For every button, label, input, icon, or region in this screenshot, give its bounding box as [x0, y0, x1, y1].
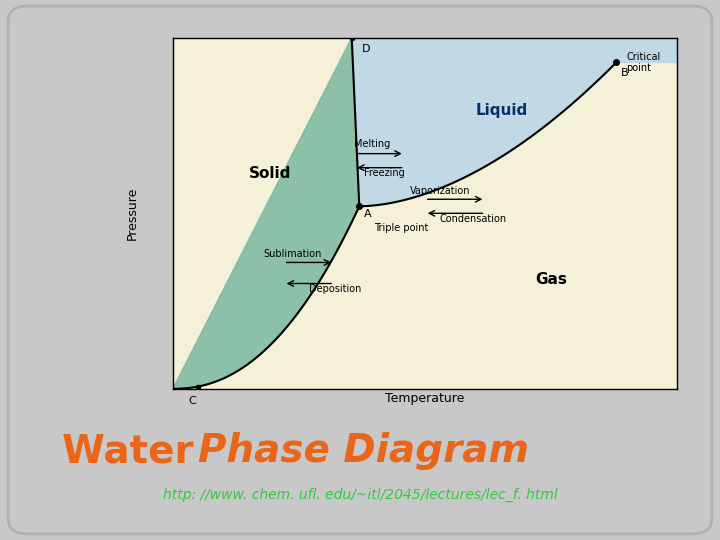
Text: Condensation: Condensation [440, 214, 507, 224]
Text: Triple point: Triple point [374, 223, 429, 233]
Text: Pressure: Pressure [126, 187, 139, 240]
Text: D: D [361, 44, 370, 54]
Text: Water: Water [62, 433, 207, 470]
Text: Sublimation: Sublimation [264, 249, 322, 259]
Text: Freezing: Freezing [364, 168, 405, 178]
Text: C: C [188, 396, 196, 406]
Text: Vaporization: Vaporization [410, 186, 470, 196]
Text: Phase Diagram: Phase Diagram [197, 433, 528, 470]
Text: http: //www. chem. ufl. edu/~itl/2045/lectures/lec_f. html: http: //www. chem. ufl. edu/~itl/2045/le… [163, 488, 557, 502]
Text: B: B [621, 69, 629, 78]
Text: Melting: Melting [354, 139, 390, 148]
Text: A: A [364, 209, 372, 219]
Text: Solid: Solid [248, 166, 291, 181]
Text: Deposition: Deposition [309, 284, 361, 294]
Polygon shape [173, 38, 359, 389]
Text: Liquid: Liquid [475, 103, 528, 118]
Polygon shape [351, 38, 677, 206]
Text: Critical
point: Critical point [626, 51, 661, 73]
Text: Gas: Gas [536, 272, 567, 287]
X-axis label: Temperature: Temperature [385, 392, 464, 404]
FancyBboxPatch shape [8, 6, 712, 534]
